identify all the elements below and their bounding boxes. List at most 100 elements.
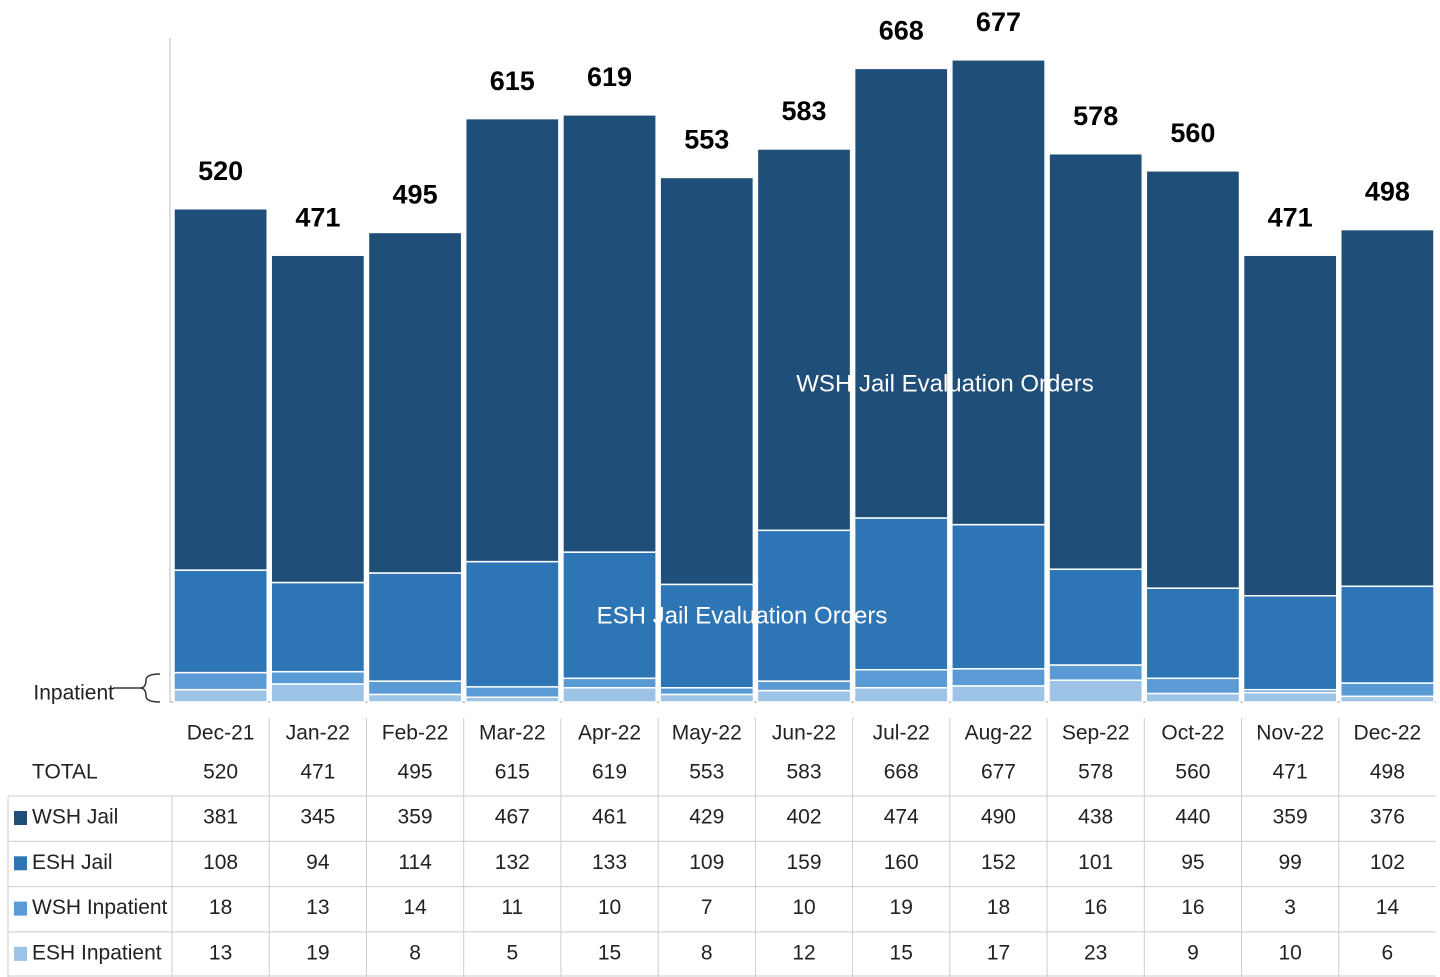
table-value: 19 bbox=[890, 896, 913, 919]
bar-segment bbox=[1145, 692, 1241, 703]
annotation: Inpatient bbox=[33, 682, 114, 705]
bar-segment bbox=[562, 114, 657, 553]
bar-segment bbox=[1145, 677, 1241, 695]
bar-segment bbox=[1145, 587, 1241, 680]
table-value: 8 bbox=[409, 941, 421, 964]
total-label: 668 bbox=[879, 15, 924, 45]
x-tick-label: Nov-22 bbox=[1256, 722, 1324, 745]
total-label: 560 bbox=[1170, 118, 1215, 148]
total-label: 578 bbox=[1073, 101, 1118, 131]
x-tick-label: Dec-21 bbox=[187, 722, 255, 745]
bar-segment bbox=[1340, 585, 1435, 684]
table-total: 520 bbox=[203, 761, 238, 784]
bar-segment bbox=[756, 680, 852, 692]
table-total: 668 bbox=[884, 761, 919, 784]
total-label: 471 bbox=[295, 202, 340, 232]
table-value: 99 bbox=[1278, 851, 1301, 874]
table-total: 553 bbox=[689, 761, 724, 784]
table-value: 438 bbox=[1078, 806, 1113, 829]
legend-label: ESH Inpatient bbox=[32, 941, 162, 964]
table-value: 11 bbox=[501, 896, 523, 919]
x-tick-label: Jun-22 bbox=[772, 722, 836, 745]
table-value: 13 bbox=[209, 941, 232, 964]
table-value: 381 bbox=[203, 806, 238, 829]
table-value: 429 bbox=[689, 806, 724, 829]
bar-segment bbox=[659, 583, 755, 689]
table-total: 615 bbox=[495, 761, 530, 784]
bar-segment bbox=[1145, 170, 1241, 589]
table-value: 6 bbox=[1382, 941, 1394, 964]
table-total: 560 bbox=[1175, 761, 1210, 784]
bar-segment bbox=[756, 148, 852, 532]
x-tick-label: Feb-22 bbox=[382, 722, 449, 745]
table-value: 8 bbox=[701, 941, 713, 964]
annotation: ESH Jail Evaluation Orders bbox=[597, 602, 888, 629]
total-label: 677 bbox=[976, 7, 1021, 37]
bar-segment bbox=[1048, 568, 1144, 666]
bar-segment bbox=[1048, 664, 1144, 681]
table-value: 159 bbox=[786, 851, 821, 874]
legend-swatch bbox=[14, 901, 27, 916]
bar-segment bbox=[367, 693, 463, 703]
table-value: 490 bbox=[981, 806, 1016, 829]
table-total: 471 bbox=[300, 761, 335, 784]
table-value: 17 bbox=[987, 941, 1010, 964]
table-value: 10 bbox=[1278, 941, 1301, 964]
table-total: 619 bbox=[592, 761, 627, 784]
table-value: 16 bbox=[1181, 896, 1204, 919]
table-value: 15 bbox=[890, 941, 913, 964]
bar-segment bbox=[173, 671, 268, 691]
table-value: 440 bbox=[1175, 806, 1210, 829]
row-label: TOTAL bbox=[32, 761, 98, 784]
legend-label: ESH Jail bbox=[32, 851, 113, 874]
bar-segment bbox=[1242, 691, 1338, 703]
table-value: 132 bbox=[495, 851, 530, 874]
x-tick-label: Jul-22 bbox=[873, 722, 930, 745]
bar-segment bbox=[853, 687, 949, 703]
bar-segment bbox=[1242, 595, 1338, 691]
bar-segment bbox=[173, 207, 268, 571]
legend-swatch bbox=[14, 856, 27, 871]
table-value: 7 bbox=[701, 896, 713, 919]
bar-segment bbox=[853, 668, 949, 689]
table-value: 345 bbox=[300, 806, 335, 829]
x-tick-label: Jan-22 bbox=[286, 722, 350, 745]
table-value: 5 bbox=[506, 941, 518, 964]
bar-segment bbox=[562, 677, 657, 689]
bar-segment bbox=[1340, 228, 1435, 588]
table-total: 495 bbox=[398, 761, 433, 784]
x-tick-label: Mar-22 bbox=[479, 722, 546, 745]
total-label: 553 bbox=[684, 125, 729, 155]
bar-segment bbox=[270, 581, 366, 673]
bar-segment bbox=[659, 687, 755, 696]
table-value: 108 bbox=[203, 851, 238, 874]
bar-segment bbox=[464, 686, 560, 699]
table-value: 152 bbox=[981, 851, 1016, 874]
table-value: 95 bbox=[1181, 851, 1204, 874]
table-value: 160 bbox=[884, 851, 919, 874]
table-total: 583 bbox=[786, 761, 821, 784]
table-value: 402 bbox=[786, 806, 821, 829]
table-value: 12 bbox=[792, 941, 815, 964]
table-value: 3 bbox=[1284, 896, 1296, 919]
bar-segment bbox=[270, 670, 366, 685]
x-tick-label: Apr-22 bbox=[578, 722, 641, 745]
table-value: 133 bbox=[592, 851, 627, 874]
bar-segment bbox=[367, 680, 463, 696]
total-label: 583 bbox=[781, 96, 826, 126]
table-total: 578 bbox=[1078, 761, 1113, 784]
bar-segment bbox=[853, 67, 949, 519]
table-value: 19 bbox=[306, 941, 329, 964]
table-value: 94 bbox=[306, 851, 330, 874]
total-label: 619 bbox=[587, 62, 632, 92]
table-value: 15 bbox=[598, 941, 621, 964]
table-value: 10 bbox=[792, 896, 815, 919]
legend-swatch bbox=[14, 946, 27, 961]
inpatient-bracket bbox=[113, 673, 161, 703]
legend-swatch bbox=[14, 811, 27, 825]
table-value: 16 bbox=[1084, 896, 1107, 919]
bar-segment bbox=[756, 689, 852, 703]
table-value: 18 bbox=[987, 896, 1010, 919]
bar-segment bbox=[562, 551, 657, 680]
bar-segment bbox=[951, 685, 1046, 703]
